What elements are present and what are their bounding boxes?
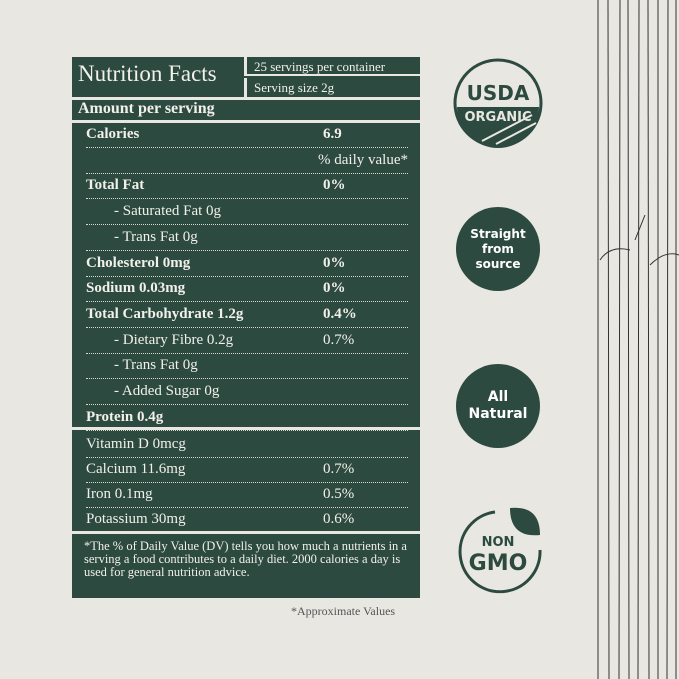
nutrient-value: 0% bbox=[323, 254, 346, 271]
nutrient-label: Calories bbox=[86, 126, 140, 142]
nutrient-row: Protein 0.4g bbox=[86, 405, 408, 431]
nutrition-facts-panel: Nutrition Facts 25 servings per containe… bbox=[72, 57, 420, 598]
nutrient-value: 0% bbox=[323, 177, 346, 194]
bamboo-illustration bbox=[597, 0, 679, 679]
footnote: *The % of Daily Value (DV) tells you how… bbox=[84, 539, 407, 579]
nutrient-row: - Added Sugar 0g bbox=[86, 379, 408, 405]
serving-size: Serving size 2g bbox=[244, 78, 420, 97]
nutrient-row: Total Carbohydrate 1.2g 0.4% bbox=[86, 302, 408, 328]
vitamin-row: Calcium 11.6mg 0.7% bbox=[86, 457, 408, 483]
vitamin-row: Iron 0.1mg 0.5% bbox=[86, 482, 408, 508]
badge-line: source bbox=[475, 256, 521, 271]
amount-per-serving: Amount per serving bbox=[78, 100, 215, 117]
vitamin-label: Potassium 30mg bbox=[86, 511, 186, 527]
nutrient-label: - Trans Fat 0g bbox=[114, 228, 198, 245]
non-gmo-icon: NON GMO bbox=[458, 507, 542, 594]
divider bbox=[72, 120, 420, 123]
nutrient-row: - Trans Fat 0g bbox=[86, 353, 408, 380]
approximate-note: *Approximate Values bbox=[291, 604, 396, 618]
svg-text:NON: NON bbox=[482, 535, 515, 550]
nutrient-label: - Dietary Fibre 0.2g bbox=[114, 331, 234, 348]
vitamin-value: 0.6% bbox=[323, 511, 355, 527]
nutrient-row: - Dietary Fibre 0.2g 0.7% bbox=[86, 328, 408, 354]
divider bbox=[72, 531, 420, 534]
nutrient-value: 0% bbox=[323, 280, 346, 297]
vitamin-row: Vitamin D 0mcg bbox=[86, 432, 408, 458]
nutrient-label: Protein 0.4g bbox=[86, 408, 164, 425]
badge-line: Straight bbox=[470, 226, 526, 241]
nutrient-label: Cholesterol 0mg bbox=[86, 254, 191, 271]
nutrient-label: - Added Sugar 0g bbox=[114, 383, 220, 399]
nutrient-label: - Saturated Fat 0g bbox=[114, 203, 222, 220]
nutrient-row: Total Fat 0% bbox=[86, 173, 408, 200]
nutrient-label: Total Carbohydrate 1.2g bbox=[86, 305, 244, 322]
nutrient-row: - Saturated Fat 0g bbox=[86, 199, 408, 226]
all-natural-badge: All Natural bbox=[456, 364, 540, 448]
nutrient-row: Sodium 0.03mg 0% bbox=[86, 276, 408, 303]
vitamin-row: Potassium 30mg 0.6% bbox=[86, 507, 408, 533]
nutrient-value: 6.9 bbox=[323, 126, 342, 142]
vitamin-label: Iron 0.1mg bbox=[86, 486, 153, 502]
vitamin-label: Vitamin D 0mcg bbox=[86, 436, 186, 452]
badge-line: Natural bbox=[468, 406, 528, 422]
nutrient-label: - Trans Fat 0g bbox=[114, 357, 198, 374]
vitamin-value: 0.7% bbox=[323, 461, 355, 477]
nutrient-row: Calories 6.9 bbox=[86, 122, 408, 148]
header: Nutrition Facts 25 servings per containe… bbox=[72, 57, 420, 100]
usda-text: USDA bbox=[467, 81, 530, 105]
vitamin-label: Calcium 11.6mg bbox=[86, 461, 186, 477]
nutrient-label: Total Fat bbox=[86, 177, 145, 194]
nutrient-value: % daily value* bbox=[318, 151, 408, 168]
usda-organic-icon: USDA ORGANIC bbox=[453, 58, 543, 148]
nutrient-label: Sodium 0.03mg bbox=[86, 280, 186, 297]
nutrient-value: 0.4% bbox=[323, 305, 357, 322]
servings: 25 servings per container bbox=[244, 57, 420, 76]
svg-text:GMO: GMO bbox=[469, 551, 528, 576]
straight-from-source-badge: Straight from source bbox=[456, 207, 540, 291]
vitamin-value: 0.5% bbox=[323, 486, 355, 502]
organic-text: ORGANIC bbox=[464, 110, 531, 125]
nutrient-value: 0.7% bbox=[323, 331, 355, 348]
nutrient-row: - Trans Fat 0g bbox=[86, 225, 408, 251]
nutrient-row: Cholesterol 0mg 0% bbox=[86, 251, 408, 277]
nutrient-row: % daily value* bbox=[86, 148, 408, 174]
divider bbox=[72, 427, 420, 430]
title: Nutrition Facts bbox=[78, 61, 217, 86]
badge-line: from bbox=[482, 241, 514, 256]
badge-line: All bbox=[487, 389, 509, 405]
